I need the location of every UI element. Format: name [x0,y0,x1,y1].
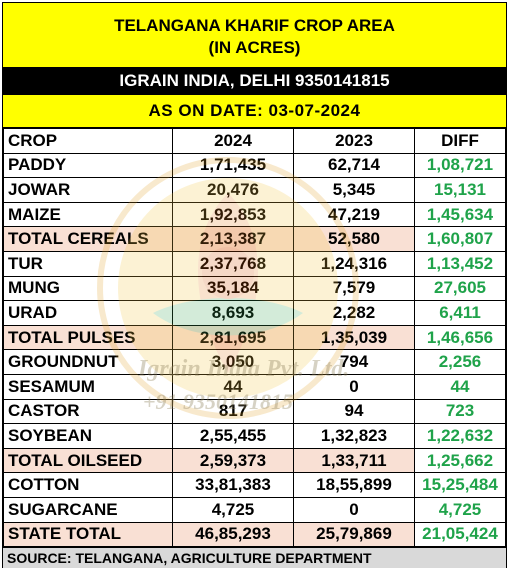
area-2023: 1,32,823 [293,423,415,449]
crop-name: TOTAL OILSEED [3,447,173,474]
table-row: COTTON 33,81,383 18,55,899 15,25,484 [3,472,506,498]
crop-name: TOTAL CEREALS [3,226,173,252]
area-2023: 0 [293,496,415,523]
area-2023: 94 [293,398,415,425]
area-2023: 2,282 [293,300,415,326]
crop-name: GROUNDNUT [3,349,173,375]
title-band: TELANGANA KHARIF CROP AREA (IN ACRES) [3,3,506,68]
area-2024: 44 [172,373,294,400]
table-row-total-pulses: TOTAL PULSES 2,81,695 1,35,039 1,46,656 [3,324,506,351]
area-2024: 33,81,383 [172,472,294,498]
area-2024: 35,184 [172,275,294,302]
area-2023: 52,580 [293,226,415,252]
source-footer: SOURCE: TELANGANA, AGRICULTURE DEPARTMEN… [3,547,506,569]
area-diff: 6,411 [414,300,506,326]
table-row-total-cereals: TOTAL CEREALS 2,13,387 52,580 1,60,807 [3,226,506,252]
table-row: TUR 2,37,768 1,24,316 1,13,452 [3,250,506,277]
area-2023: 1,33,711 [293,447,415,474]
crop-name: STATE TOTAL [3,521,173,548]
as-on-date: AS ON DATE: 03-07-2024 [3,95,506,128]
area-2024: 2,13,387 [172,226,294,252]
col-header-2023: 2023 [293,128,415,154]
area-diff: 723 [414,398,506,425]
crop-area-table: CROP 2024 2023 DIFF PADDY 1,71,435 62,71… [3,128,506,548]
area-2024: 8,693 [172,300,294,326]
crop-name: SOYBEAN [3,423,173,449]
area-2024: 4,725 [172,496,294,523]
area-diff: 1,46,656 [414,324,506,351]
page-title: TELANGANA KHARIF CROP AREA [114,16,395,35]
table-header-row: CROP 2024 2023 DIFF [3,128,506,154]
table-row: PADDY 1,71,435 62,714 1,08,721 [3,152,506,179]
area-diff: 1,08,721 [414,152,506,179]
table-row: SOYBEAN 2,55,455 1,32,823 1,22,632 [3,423,506,449]
contact-banner: IGRAIN INDIA, DELHI 9350141815 [3,68,506,95]
area-diff: 27,605 [414,275,506,302]
table-row-state-total: STATE TOTAL 46,85,293 25,79,869 21,05,42… [3,521,506,548]
table-row: MAIZE 1,92,853 47,219 1,45,634 [3,201,506,228]
area-2024: 1,92,853 [172,201,294,228]
table-row-total-oilseed: TOTAL OILSEED 2,59,373 1,33,711 1,25,662 [3,447,506,474]
crop-name: TOTAL PULSES [3,324,173,351]
crop-name: COTTON [3,472,173,498]
area-diff: 1,45,634 [414,201,506,228]
area-2023: 794 [293,349,415,375]
crop-name: MAIZE [3,201,173,228]
area-2023: 18,55,899 [293,472,415,498]
area-2023: 1,24,316 [293,250,415,277]
area-2024: 1,71,435 [172,152,294,179]
crop-name: TUR [3,250,173,277]
table-row: URAD 8,693 2,282 6,411 [3,300,506,326]
crop-name: PADDY [3,152,173,179]
area-diff: 1,22,632 [414,423,506,449]
crop-name: URAD [3,300,173,326]
area-2023: 0 [293,373,415,400]
area-diff: 1,60,807 [414,226,506,252]
area-diff: 1,25,662 [414,447,506,474]
area-2023: 25,79,869 [293,521,415,548]
col-header-diff: DIFF [414,128,506,154]
area-diff: 15,131 [414,177,506,203]
table-row: SUGARCANE 4,725 0 4,725 [3,496,506,523]
area-2024: 3,050 [172,349,294,375]
area-2023: 47,219 [293,201,415,228]
crop-name: JOWAR [3,177,173,203]
area-diff: 1,13,452 [414,250,506,277]
crop-name: SESAMUM [3,373,173,400]
area-diff: 2,256 [414,349,506,375]
area-2023: 7,579 [293,275,415,302]
area-2023: 5,345 [293,177,415,203]
area-diff: 4,725 [414,496,506,523]
table-row: JOWAR 20,476 5,345 15,131 [3,177,506,203]
col-header-2024: 2024 [172,128,294,154]
table-row: CASTOR 817 94 723 [3,398,506,425]
area-2024: 817 [172,398,294,425]
area-2023: 62,714 [293,152,415,179]
area-diff: 15,25,484 [414,472,506,498]
area-2024: 2,81,695 [172,324,294,351]
area-2024: 2,37,768 [172,250,294,277]
crop-name: SUGARCANE [3,496,173,523]
table-row: SESAMUM 44 0 44 [3,373,506,400]
crop-name: MUNG [3,275,173,302]
col-header-crop: CROP [3,128,173,154]
table-row: MUNG 35,184 7,579 27,605 [3,275,506,302]
area-2024: 20,476 [172,177,294,203]
area-diff: 44 [414,373,506,400]
page-subtitle: (IN ACRES) [208,38,301,57]
area-diff: 21,05,424 [414,521,506,548]
crop-name: CASTOR [3,398,173,425]
area-2024: 46,85,293 [172,521,294,548]
area-2024: 2,59,373 [172,447,294,474]
table-row: GROUNDNUT 3,050 794 2,256 [3,349,506,375]
area-2023: 1,35,039 [293,324,415,351]
area-2024: 2,55,455 [172,423,294,449]
